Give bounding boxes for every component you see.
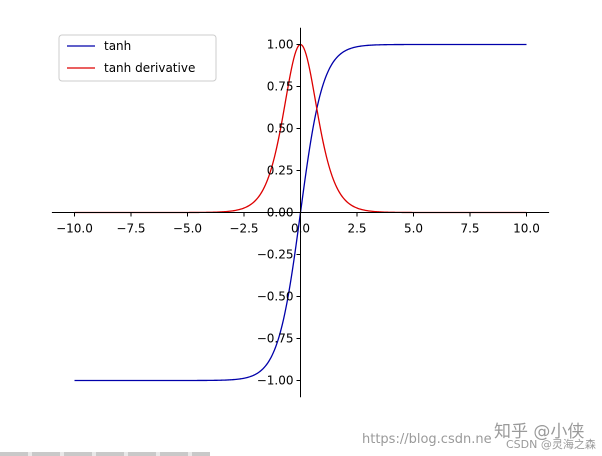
legend-box — [58, 34, 217, 82]
y-tick-label: 0.75 — [267, 80, 294, 94]
y-tick-label: −0.25 — [257, 248, 294, 262]
x-tick-label: −10.0 — [56, 222, 93, 236]
x-tick-label: −7.5 — [116, 222, 145, 236]
x-tick-label: 10.0 — [513, 222, 540, 236]
watermark-url: https://blog.csdn.ne — [362, 432, 492, 447]
x-tick-label: 2.5 — [347, 222, 366, 236]
legend-label-tanh: tanh — [104, 39, 131, 53]
watermarks: https://blog.csdn.ne 知乎 @小侠 CSDN @灵海之森 — [362, 422, 596, 451]
legend-label-tanh-derivative: tanh derivative — [104, 61, 195, 75]
x-tick-label: 5.0 — [404, 222, 423, 236]
y-tick-label: −0.75 — [257, 332, 294, 346]
y-tick-label: 0.50 — [267, 122, 294, 136]
y-tick-label: 1.00 — [267, 38, 294, 52]
y-tick-label: 0.00 — [267, 206, 294, 220]
x-tick-label: 7.5 — [460, 222, 479, 236]
y-tick-label: 0.25 — [267, 164, 294, 178]
window-bottom-strip — [0, 452, 210, 456]
y-tick-label: −1.00 — [257, 374, 294, 388]
legend: tanh tanh derivative — [58, 34, 217, 82]
watermark-zhihu: 知乎 @小侠 — [494, 422, 584, 442]
y-tick-label: −0.50 — [257, 290, 294, 304]
x-tick-label: −5.0 — [173, 222, 202, 236]
watermark-csdn: CSDN @灵海之森 — [506, 437, 596, 451]
x-tick-label: 0.0 — [291, 222, 310, 236]
axes-layer: −10.0 −7.5 −5.0 −2.5 0.0 2.5 5.0 7.5 10.0 −1.00 −0… — [51, 27, 550, 398]
x-tick-label: −2.5 — [229, 222, 258, 236]
